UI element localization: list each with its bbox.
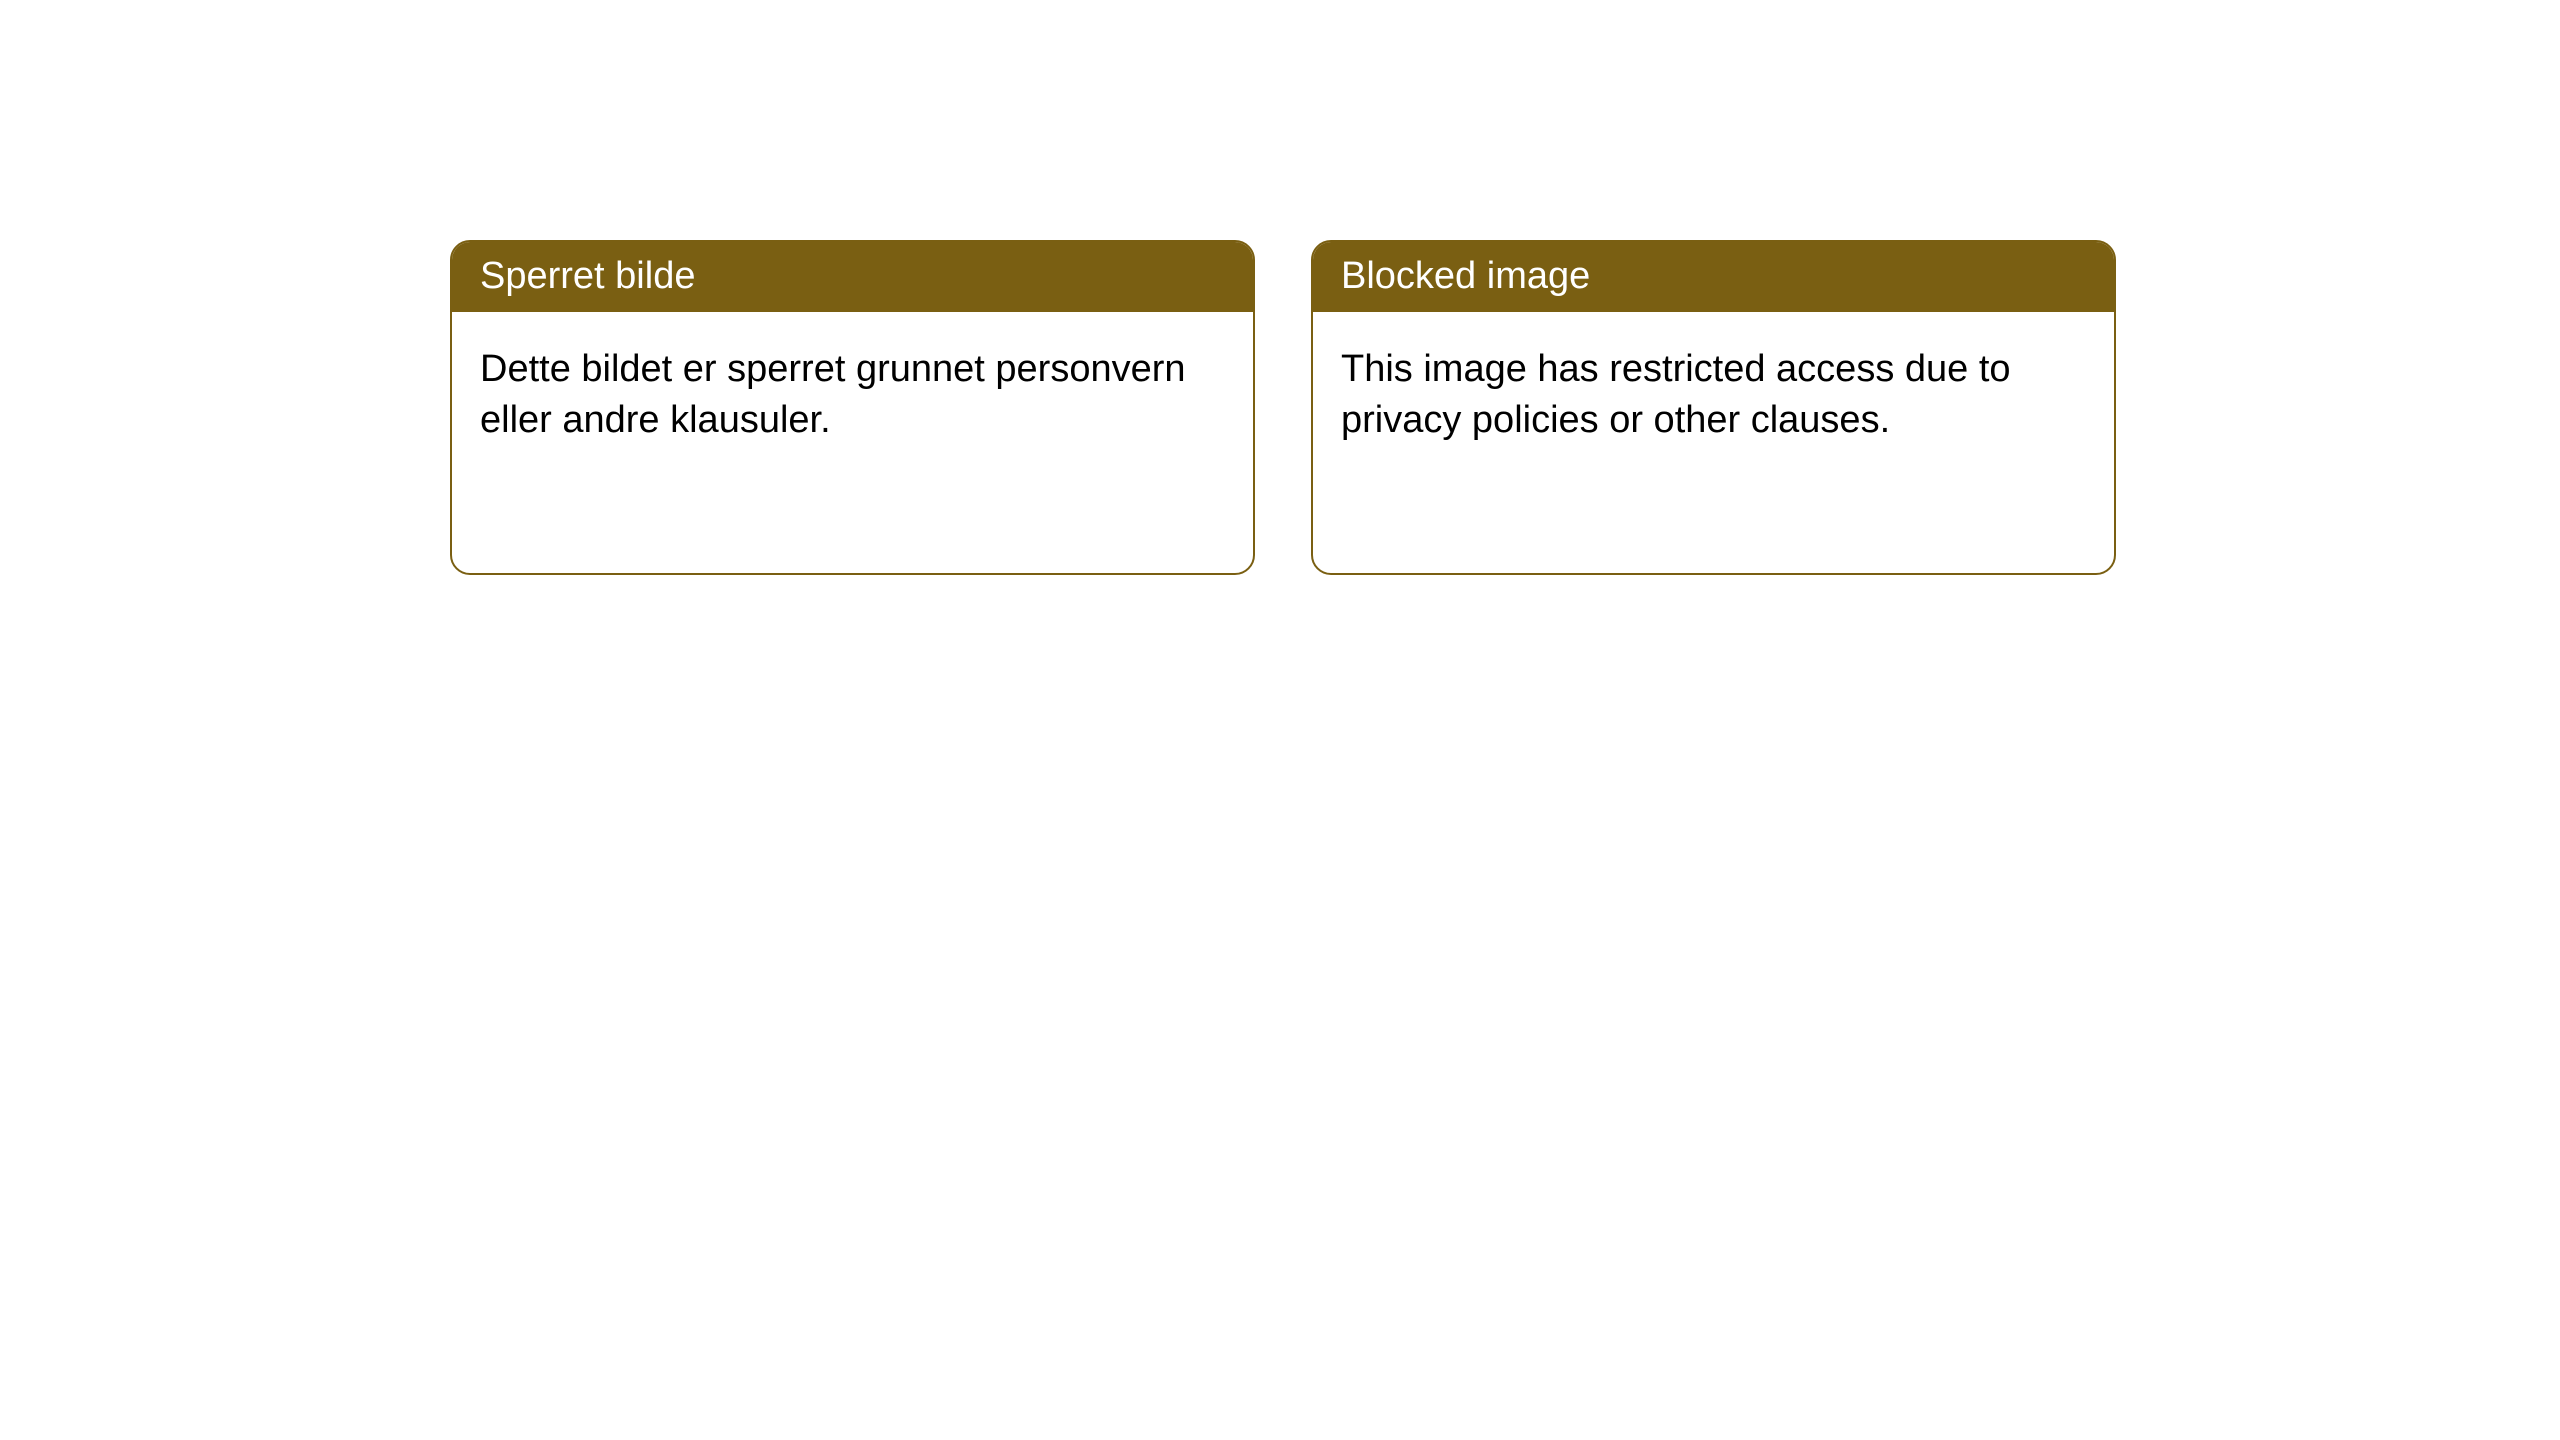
card-title: Blocked image (1313, 242, 2114, 312)
notice-card-norwegian: Sperret bilde Dette bildet er sperret gr… (450, 240, 1255, 575)
card-body: Dette bildet er sperret grunnet personve… (452, 312, 1253, 479)
notice-card-english: Blocked image This image has restricted … (1311, 240, 2116, 575)
notice-container: Sperret bilde Dette bildet er sperret gr… (0, 0, 2560, 575)
card-title: Sperret bilde (452, 242, 1253, 312)
card-body: This image has restricted access due to … (1313, 312, 2114, 479)
